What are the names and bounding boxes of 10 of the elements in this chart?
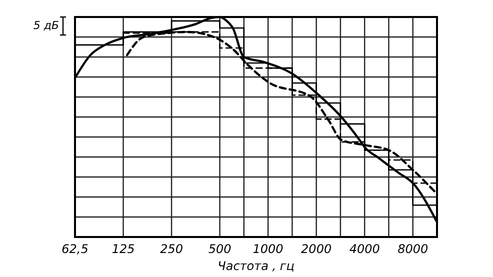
x-tick-label: 4000 [349,242,380,256]
text: 5 дБ [33,19,59,32]
x-tick-label: 125 [112,242,135,256]
x-tick-label: 62,5 [62,242,88,256]
x-tick-label: 2000 [301,242,332,256]
x-tick-label: 250 [160,242,184,256]
x-tick-label: 1000 [252,242,284,256]
x-tick-label: 8000 [398,242,428,256]
x-axis-title: Частота , гц [218,259,294,273]
x-tick-label: 500 [208,242,232,256]
